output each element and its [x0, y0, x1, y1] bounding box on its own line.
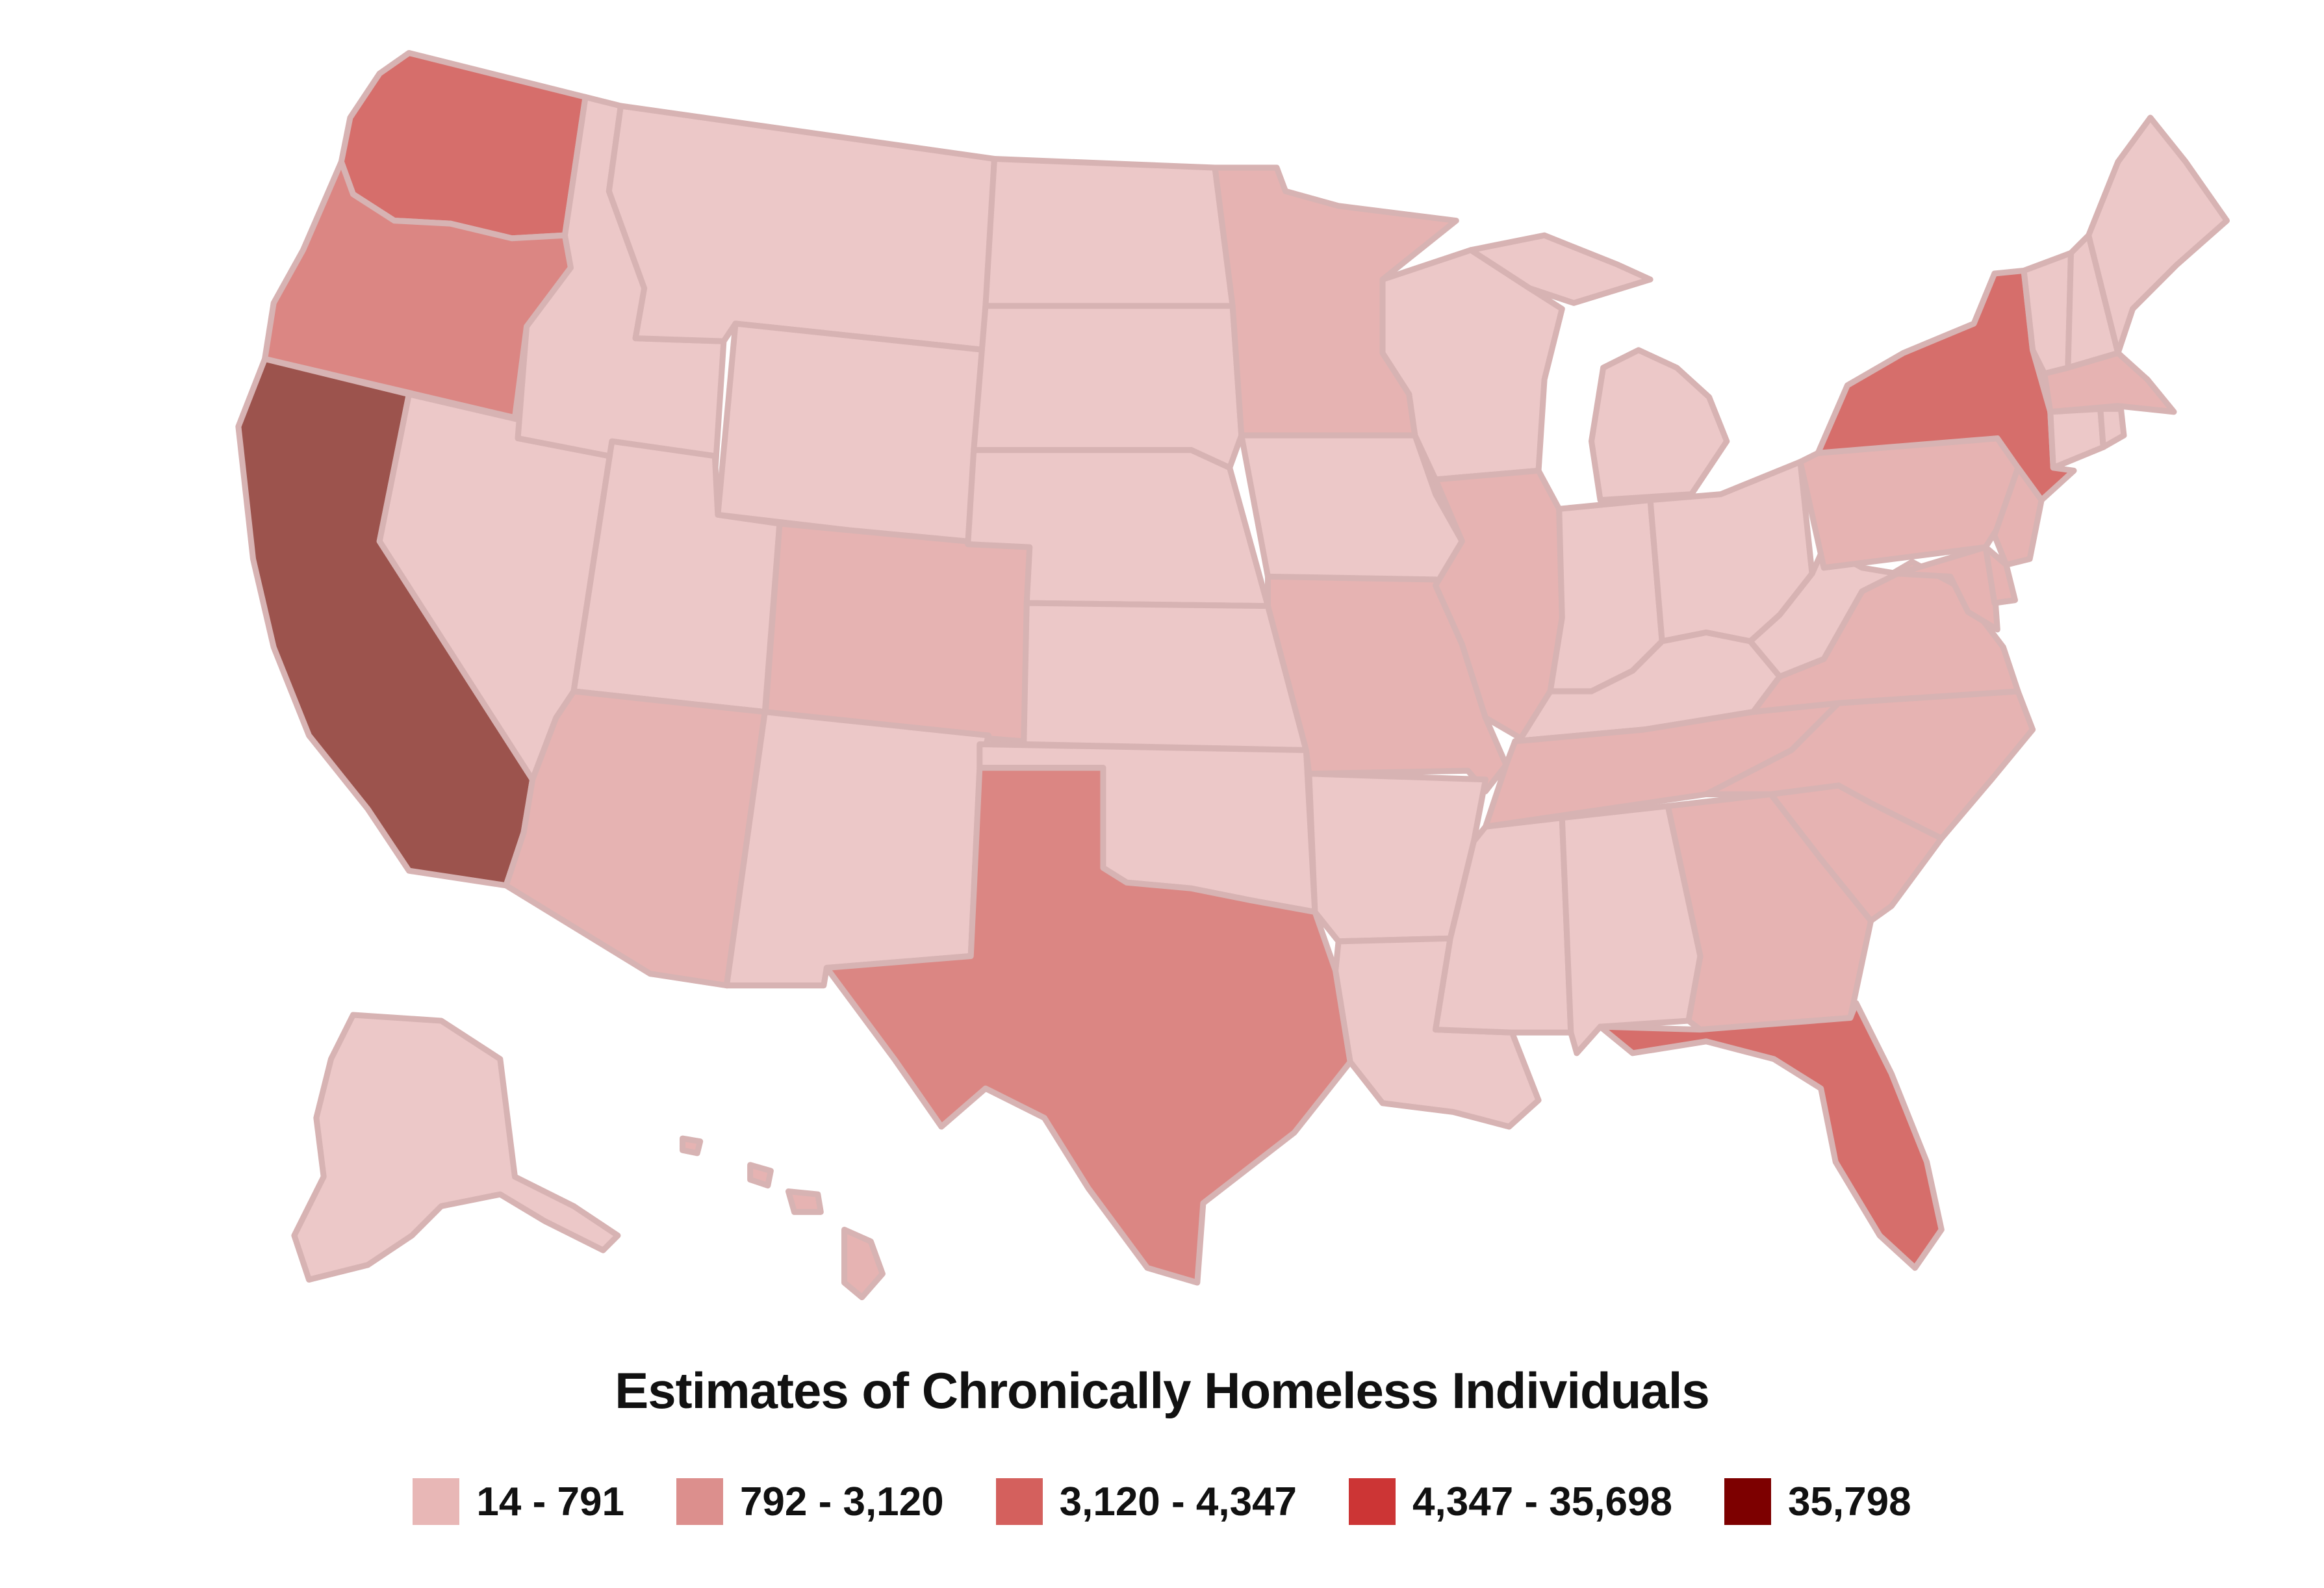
map-canvas — [235, 49, 2230, 1301]
state-north-carolina[interactable] — [1703, 688, 2036, 841]
state-colorado[interactable] — [761, 520, 1033, 745]
legend: 14 - 791 792 - 3,120 3,120 - 4,347 4,347… — [0, 1478, 2324, 1525]
legend-item-1: 14 - 791 — [413, 1478, 624, 1525]
state-montana[interactable] — [606, 103, 997, 353]
state-alaska[interactable] — [291, 1012, 621, 1283]
legend-swatch-5 — [1724, 1478, 1771, 1525]
state-michigan[interactable] — [1468, 232, 1730, 504]
state-connecticut[interactable] — [2047, 405, 2106, 471]
state-maine[interactable] — [2086, 114, 2230, 356]
state-delaware[interactable] — [1982, 544, 2018, 606]
legend-label-2: 792 - 3,120 — [739, 1479, 944, 1524]
legend-swatch-2 — [676, 1478, 723, 1525]
legend-swatch-4 — [1349, 1478, 1396, 1525]
state-hawaii[interactable] — [679, 1135, 886, 1301]
legend-label-5: 35,798 — [1787, 1479, 1911, 1524]
map-title: Estimates of Chronically Homeless Indivi… — [615, 1362, 1710, 1419]
state-west-virginia[interactable] — [1747, 544, 1900, 680]
state-north-dakota[interactable] — [982, 155, 1236, 309]
legend-item-4: 4,347 - 35,698 — [1349, 1478, 1672, 1525]
legend-label-1: 14 - 791 — [476, 1479, 624, 1524]
state-south-dakota[interactable] — [971, 303, 1245, 471]
state-florida[interactable] — [1597, 1000, 1945, 1271]
legend-item-5: 35,798 — [1724, 1478, 1911, 1525]
legend-swatch-3 — [995, 1478, 1043, 1525]
state-new-jersey[interactable] — [1991, 465, 2045, 568]
legend-item-3: 3,120 - 4,347 — [995, 1478, 1297, 1525]
legend-label-4: 4,347 - 35,698 — [1412, 1479, 1672, 1524]
legend-label-3: 3,120 - 4,347 — [1059, 1479, 1297, 1524]
state-rhode-island[interactable] — [2097, 405, 2127, 450]
legend-swatch-1 — [413, 1478, 460, 1525]
us-choropleth-map — [235, 49, 2230, 1301]
state-texas[interactable] — [823, 765, 1353, 1286]
state-kansas[interactable] — [1021, 600, 1309, 754]
legend-item-2: 792 - 3,120 — [676, 1478, 944, 1525]
state-wyoming[interactable] — [715, 320, 989, 548]
state-new-mexico[interactable] — [723, 709, 991, 989]
